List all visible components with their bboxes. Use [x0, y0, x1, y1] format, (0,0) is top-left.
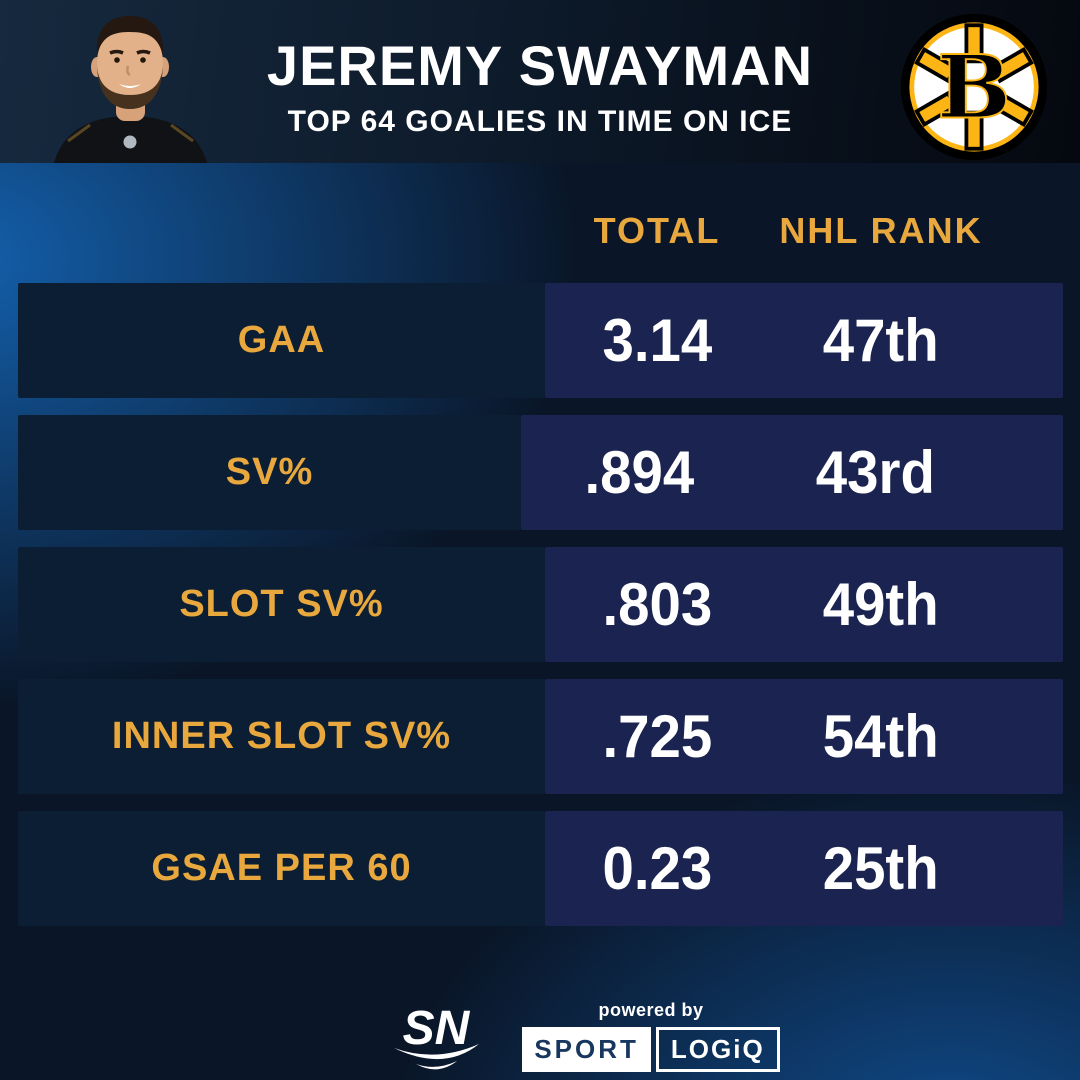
stat-total-cell: 0.23: [545, 811, 769, 926]
stat-rank-cell: 25th: [769, 811, 993, 926]
header-text: JEREMY SWAYMAN TOP 64 GOALIES IN TIME ON…: [0, 0, 1080, 169]
stat-total-cell: .803: [545, 547, 769, 662]
player-jersey: [54, 116, 207, 163]
bruins-spokes: [914, 23, 1034, 151]
powered-by-label: powered by: [598, 1000, 704, 1020]
stat-rank-cell: 43rd: [757, 415, 993, 530]
player-face: [91, 16, 169, 121]
stat-total-cell: .894: [521, 415, 757, 530]
stat-values: .725 54th: [545, 679, 1063, 794]
header: JEREMY SWAYMAN TOP 64 GOALIES IN TIME ON…: [0, 0, 1080, 163]
stat-values: 0.23 25th: [545, 811, 1063, 926]
stat-rank-cell: 47th: [769, 283, 993, 398]
column-header-total: TOTAL: [593, 210, 721, 251]
stat-rank-value: 54th: [823, 703, 939, 770]
stat-label: GSAE PER 60: [18, 811, 545, 926]
sportsnet-logo-icon: SN: [394, 1002, 479, 1070]
stat-label: INNER SLOT SV%: [18, 679, 545, 794]
sportsnet-swoosh-small: [416, 1061, 457, 1070]
stat-label: SLOT SV%: [18, 547, 545, 662]
sportlogiq-branding: powered by SPORT LOGiQ: [522, 1000, 780, 1072]
sportsnet-swoosh: [394, 1044, 479, 1060]
sportlogiq-logiq-wordmark: LOGiQ: [655, 1027, 780, 1072]
stat-total-value: 0.23: [602, 835, 712, 902]
stat-rank-value: 49th: [823, 571, 939, 638]
stat-rank-value: 25th: [823, 835, 939, 902]
sportlogiq-logo: SPORT LOGiQ: [522, 1027, 780, 1072]
player-beard: [97, 63, 163, 109]
table-row: SV% .894 43rd: [18, 415, 1063, 530]
table-row: GAA 3.14 47th: [18, 283, 1063, 398]
team-logo-letter: B: [937, 35, 1011, 138]
stats-table: GAA 3.14 47th SV% .894 43rd SLOT SV% .80…: [18, 283, 1063, 926]
stat-total-value: .725: [602, 703, 712, 770]
page-subtitle: TOP 64 GOALIES IN TIME ON ICE: [287, 105, 793, 138]
stat-total-value: .894: [584, 439, 694, 506]
stat-total-cell: 3.14: [545, 283, 769, 398]
stat-values: 3.14 47th: [545, 283, 1063, 398]
table-row: INNER SLOT SV% .725 54th: [18, 679, 1063, 794]
bruins-team-logo-icon: B: [900, 13, 1048, 161]
jersey-crest-icon: [123, 135, 137, 149]
table-row: SLOT SV% .803 49th: [18, 547, 1063, 662]
stat-rank-cell: 49th: [769, 547, 993, 662]
stat-label: SV%: [18, 415, 521, 530]
stat-total-cell: .725: [545, 679, 769, 794]
stat-rank-cell: 54th: [769, 679, 993, 794]
column-header-nhl-rank: NHL RANK: [779, 210, 983, 251]
stat-values: .894 43rd: [521, 415, 1063, 530]
player-photo: [54, 16, 207, 163]
stat-rank-value: 43rd: [815, 439, 935, 506]
column-headers: TOTAL NHL RANK: [545, 163, 993, 283]
sportlogiq-sport-wordmark: SPORT: [522, 1027, 651, 1072]
page-title: JEREMY SWAYMAN: [266, 34, 814, 97]
stat-values: .803 49th: [545, 547, 1063, 662]
sportsnet-logo-text: SN: [403, 1002, 471, 1055]
stat-total-value: 3.14: [602, 307, 712, 374]
table-row: GSAE PER 60 0.23 25th: [18, 811, 1063, 926]
player-hair: [96, 16, 164, 55]
stat-rank-value: 47th: [823, 307, 939, 374]
stat-label: GAA: [18, 283, 545, 398]
player-smile: [119, 84, 141, 88]
stat-total-value: .803: [602, 571, 712, 638]
